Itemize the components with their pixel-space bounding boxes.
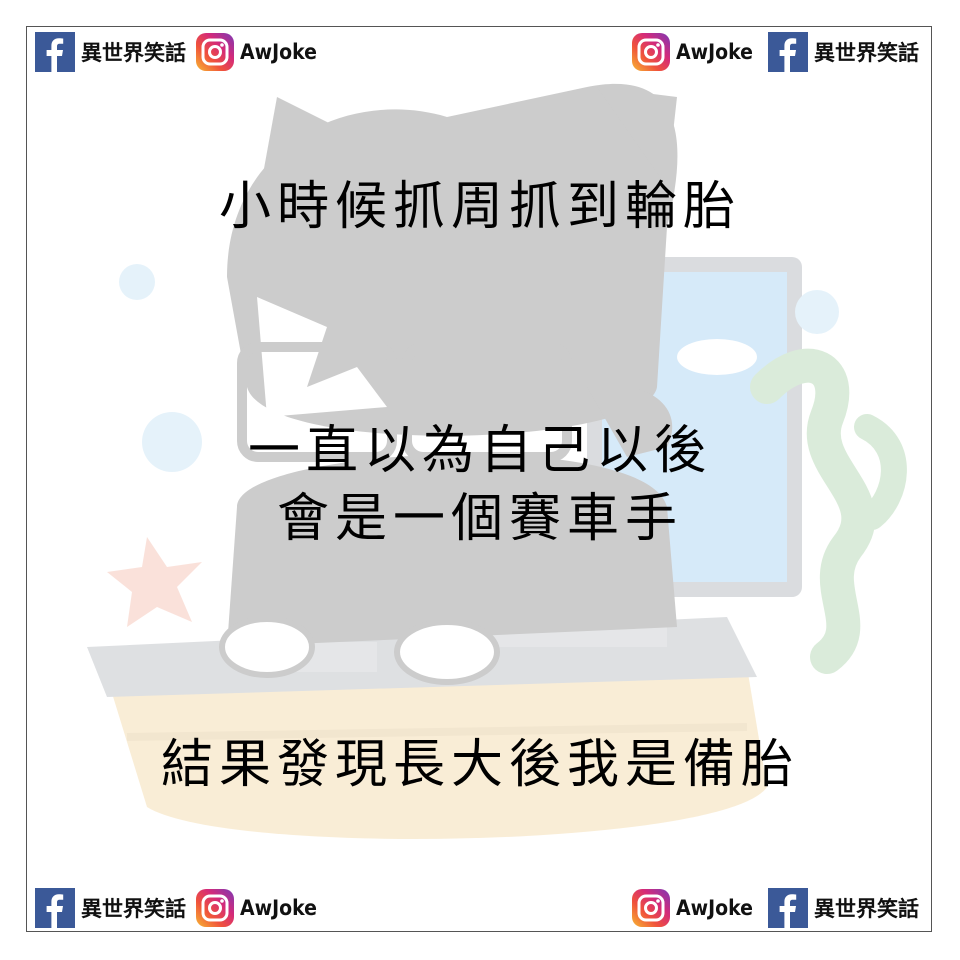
facebook-page-name[interactable]: 異世界笑話 [81, 897, 186, 921]
caption-line-4: 結果發現長大後我是備胎 [160, 735, 799, 795]
facebook-icon[interactable] [768, 888, 808, 928]
instagram-icon[interactable] [196, 889, 234, 927]
facebook-page-name[interactable]: 異世界笑話 [81, 41, 186, 65]
facebook-icon[interactable] [768, 32, 808, 72]
facebook-page-name[interactable]: 異世界笑話 [814, 897, 919, 921]
brand-bar-top-left: 異世界笑話 AwJoke [35, 29, 326, 75]
facebook-page-name[interactable]: 異世界笑話 [814, 41, 919, 65]
caption-line-2: 一直以為自己以後 [247, 421, 712, 481]
meme-frame: 異世界笑話 AwJoke AwJoke 異世界笑話 小時候抓周抓到輪胎 一直以為… [26, 26, 932, 932]
instagram-handle[interactable]: AwJoke [676, 40, 754, 64]
instagram-handle[interactable]: AwJoke [240, 896, 317, 920]
brand-bar-bottom-left: 異世界笑話 AwJoke [35, 885, 326, 931]
caption-line-3: 會是一個賽車手 [276, 489, 683, 549]
caption-line-1: 小時候抓周抓到輪胎 [218, 177, 741, 237]
instagram-icon[interactable] [632, 33, 671, 71]
brand-bar-bottom-right: AwJoke 異世界笑話 [632, 885, 923, 931]
cat-mascot-watermark [87, 83, 907, 840]
instagram-handle[interactable]: AwJoke [676, 896, 754, 920]
facebook-icon[interactable] [35, 888, 75, 928]
facebook-icon[interactable] [35, 32, 75, 72]
instagram-icon[interactable] [196, 33, 234, 71]
instagram-icon[interactable] [632, 889, 671, 927]
brand-bar-top-right: AwJoke 異世界笑話 [632, 29, 923, 75]
instagram-handle[interactable]: AwJoke [240, 40, 317, 64]
